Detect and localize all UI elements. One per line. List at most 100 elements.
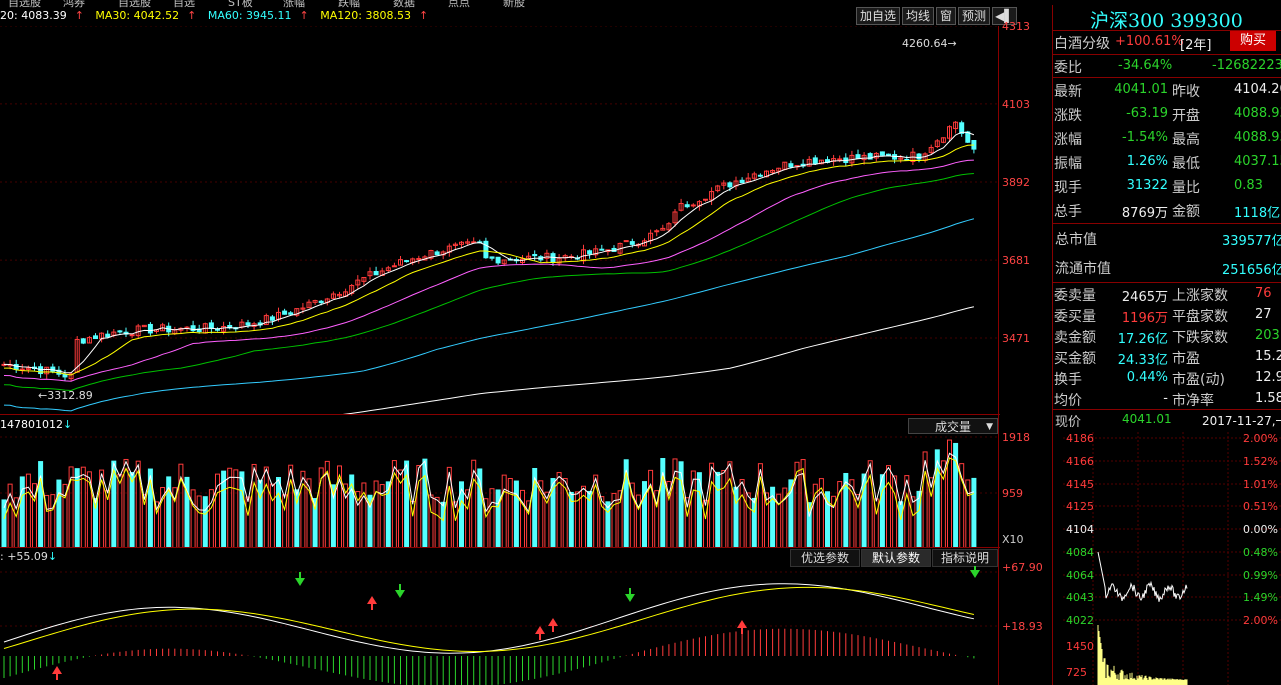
- candle-body: [68, 373, 74, 380]
- top-menu-item[interactable]: 涨幅: [283, 0, 305, 8]
- quote-label: 金额: [1172, 204, 1200, 220]
- candle-body: [940, 137, 946, 143]
- now-label: 现价: [1055, 415, 1082, 430]
- weibi-value: -34.64%: [1118, 58, 1173, 73]
- sector-change: +100.61%: [1115, 34, 1184, 49]
- intraday-price-label: 4145: [1066, 478, 1094, 491]
- quote-value: 4041.01: [1114, 82, 1168, 97]
- intraday-price-label: 4043: [1066, 591, 1094, 604]
- candle-body: [141, 324, 147, 328]
- ma20-line: [3, 159, 974, 382]
- candle-body: [818, 159, 824, 165]
- stat-label: 平盘家数: [1172, 309, 1228, 325]
- candle-body: [879, 151, 885, 156]
- volume-indicator-dropdown[interactable]: 成交量 ▼: [908, 418, 998, 434]
- intraday-pct-label: 2.00%: [1243, 614, 1278, 627]
- security-title: 沪深300 399300: [1090, 10, 1243, 32]
- volume-bar: [599, 496, 605, 548]
- volume-bar: [215, 473, 220, 548]
- tab-default-params[interactable]: 默认参数: [861, 549, 931, 567]
- volume-bar: [13, 497, 19, 548]
- candle-body: [703, 198, 708, 201]
- volume-bar: [562, 478, 568, 548]
- volume-bar: [1, 499, 7, 548]
- quote-value: 8769万: [1121, 206, 1168, 221]
- volume-bar: [739, 479, 745, 548]
- volume-bar: [623, 459, 629, 548]
- candle-body: [263, 315, 269, 326]
- top-menu-item[interactable]: 自选股: [8, 0, 41, 8]
- volume-bar: [452, 501, 458, 548]
- candle-body: [593, 248, 599, 256]
- ma-line-button[interactable]: 均线: [902, 7, 935, 25]
- volume-bar: [757, 463, 763, 548]
- top-menu-item[interactable]: 点点: [448, 0, 470, 8]
- candle-body: [428, 250, 434, 259]
- top-menu-item[interactable]: 鸿券: [63, 0, 85, 8]
- volume-bar: [391, 460, 397, 548]
- volume-bar: [581, 485, 586, 548]
- candle-body: [398, 259, 403, 266]
- tab-indicator-help[interactable]: 指标说明: [932, 549, 998, 567]
- volume-bar: [276, 477, 281, 548]
- add-favorite-button[interactable]: 加自选: [856, 7, 901, 25]
- candle-body: [757, 174, 763, 177]
- intraday-pct-label: 0.00%: [1243, 523, 1278, 536]
- volume-bar: [806, 502, 812, 548]
- candle-body: [62, 373, 68, 378]
- volume-bar: [818, 478, 824, 548]
- top-menu-item[interactable]: 跌幅: [338, 0, 360, 8]
- volume-bar: [611, 492, 617, 548]
- buy-signal-icon: [737, 620, 747, 628]
- candle-body: [751, 173, 757, 179]
- market-cap-value: 251656亿: [1222, 263, 1281, 278]
- volume-bar: [849, 479, 855, 548]
- stat-value: 1196万: [1121, 311, 1168, 326]
- quote-value: -1.54%: [1122, 130, 1168, 145]
- volume-bar: [587, 490, 593, 548]
- signal-stem: [741, 628, 743, 634]
- volume-bar: [343, 483, 349, 548]
- stat-value: 17.26亿: [1117, 332, 1168, 347]
- top-menu-item[interactable]: 数据: [393, 0, 415, 8]
- top-menu-item[interactable]: ST板: [228, 0, 253, 8]
- candle-body: [873, 152, 879, 159]
- candle-body: [898, 157, 904, 160]
- quote-label: 涨幅: [1054, 132, 1082, 148]
- candle-body: [44, 366, 50, 375]
- volume-bar: [745, 492, 751, 548]
- quote-value: 1.26%: [1126, 154, 1168, 169]
- candle-body: [934, 140, 940, 148]
- candle-body: [306, 301, 312, 309]
- volume-bar: [568, 491, 574, 548]
- forecast-button[interactable]: 预测: [958, 7, 991, 25]
- volume-bar: [178, 463, 184, 548]
- now-date: 2017-11-27,一: [1202, 414, 1281, 428]
- candle-body: [312, 300, 318, 303]
- volume-bar: [501, 474, 507, 548]
- volume-bar: [50, 494, 56, 548]
- collapse-panel-icon[interactable]: ◀▌: [992, 7, 1017, 25]
- candle-body: [678, 203, 684, 211]
- window-button[interactable]: 窗: [936, 7, 957, 25]
- top-menu-item[interactable]: 自选股: [118, 0, 151, 8]
- stat-value: 2465万: [1121, 290, 1168, 305]
- macd-indicator-chart[interactable]: [0, 566, 998, 685]
- signal-stem: [974, 566, 976, 570]
- ma-legend: 20: 4083.39 ↑ MA30: 4042.52 ↑ MA60: 3945.1…: [0, 9, 429, 22]
- candlestick-chart[interactable]: [0, 26, 998, 414]
- top-menu-item[interactable]: 自选: [173, 0, 195, 8]
- candle-body: [928, 146, 934, 153]
- buy-button[interactable]: 购买: [1230, 31, 1276, 51]
- intraday-pct-label: 0.48%: [1243, 546, 1278, 559]
- stat-value: 0.44%: [1126, 370, 1168, 385]
- top-menu-item[interactable]: 新股: [503, 0, 525, 8]
- stat-label: 均价: [1054, 393, 1082, 409]
- volume-chart[interactable]: [0, 436, 998, 548]
- intraday-chart[interactable]: [1053, 432, 1281, 685]
- stat-value: 27: [1255, 307, 1272, 322]
- volume-bar: [44, 494, 50, 548]
- ma120-label: MA120: 3808.53: [320, 9, 411, 22]
- tab-preferred-params[interactable]: 优选参数: [790, 549, 860, 567]
- divider: [998, 26, 999, 685]
